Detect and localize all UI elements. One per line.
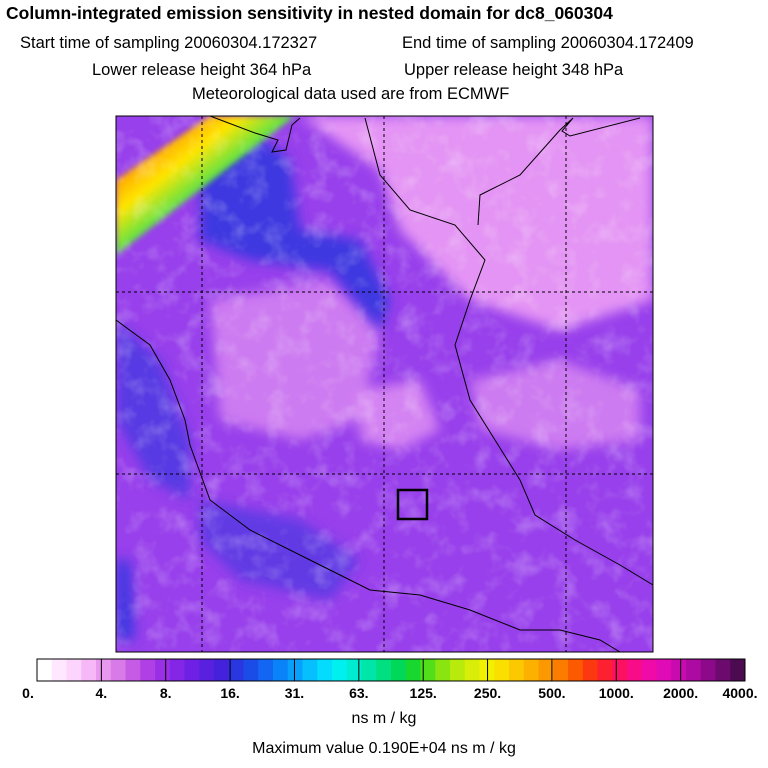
colorbar-swatch [582, 659, 598, 681]
colorbar-swatch [376, 659, 392, 681]
colorbar-swatch [110, 659, 126, 681]
colorbar-swatch [464, 659, 480, 681]
colorbar-swatch [612, 659, 628, 681]
colorbar-swatch [391, 659, 407, 681]
colorbar-swatch [317, 659, 333, 681]
colorbar-swatch [435, 659, 451, 681]
colorbar-frame [36, 658, 746, 682]
colorbar-swatch [641, 659, 657, 681]
colorbar-tick-label: 0. [22, 685, 34, 701]
field-layer [116, 116, 653, 652]
lower-release-label: Lower release height 364 hPa [92, 61, 312, 79]
colorbar-tick-label: 4. [95, 685, 108, 701]
colorbar-swatch [730, 659, 746, 681]
colorbar-swatch [199, 659, 215, 681]
colorbar-swatch [553, 659, 569, 681]
colorbar-tick-label: 4000. [722, 685, 758, 701]
colorbar-swatch [479, 659, 495, 681]
colorbar-swatch [332, 659, 348, 681]
colorbar-swatch [273, 659, 289, 681]
colorbar-swatch [51, 659, 67, 681]
border-east [364, 117, 654, 586]
units-label: ns m / kg [351, 710, 417, 727]
lat-lon-grid [116, 116, 653, 652]
colorbar-swatch [538, 659, 554, 681]
colorbar-swatch [715, 659, 731, 681]
colorbar-swatch [686, 659, 702, 681]
colorbar-tick-label: 250. [473, 685, 502, 701]
colorbar-tick-label: 1000. [598, 685, 634, 701]
colorbar-swatch [243, 659, 259, 681]
colorbar-swatch [140, 659, 156, 681]
start-time-label: Start time of sampling 20060304.172327 [20, 34, 318, 52]
colorbar-swatch [405, 659, 421, 681]
colorbar [36, 658, 746, 682]
colorbar-swatch [450, 659, 466, 681]
colorbar-tick-label: 2000. [663, 685, 699, 701]
colorbar-swatch [184, 659, 200, 681]
colorbar-swatch [302, 659, 318, 681]
colorbar-swatch [169, 659, 185, 681]
colorbar-swatch [420, 659, 436, 681]
colorbar-swatch [155, 659, 171, 681]
colorbar-swatch [37, 659, 53, 681]
colorbar-swatch [287, 659, 303, 681]
border-north [209, 115, 301, 153]
colorbar-swatch [523, 659, 539, 681]
colorbar-tick-label: 31. [284, 685, 305, 701]
colorbar-swatch [671, 659, 687, 681]
colorbar-swatch [81, 659, 97, 681]
plot-title: Column-integrated emission sensitivity i… [6, 3, 613, 23]
coastline-south [115, 319, 621, 653]
colorbar-swatch [597, 659, 613, 681]
upper-release-label: Upper release height 348 hPa [404, 61, 624, 79]
plot-frame [115, 115, 654, 653]
release-location-box [396, 488, 429, 521]
colorbar-swatch [258, 659, 274, 681]
met-data-label: Meteorological data used are from ECMWF [192, 85, 510, 103]
colorbar-swatch [568, 659, 584, 681]
colorbar-tick-label: 16. [220, 685, 240, 701]
colorbar-swatch [346, 659, 362, 681]
maximum-value-label: Maximum value 0.190E+04 ns m / kg [252, 740, 516, 757]
colorbar-tick-label: 63. [349, 685, 369, 701]
colorbar-swatch [700, 659, 716, 681]
colorbar-swatch [656, 659, 672, 681]
colorbar-swatch [125, 659, 141, 681]
colorbar-tick-label: 8. [159, 685, 172, 701]
colorbar-tick-label: 500. [538, 685, 566, 701]
colorbar-tick-label: 125. [409, 685, 437, 701]
colorbar-swatch [361, 659, 377, 681]
colorbar-swatch [627, 659, 643, 681]
end-time-label: End time of sampling 20060304.172409 [402, 34, 694, 52]
colorbar-swatch [214, 659, 230, 681]
colorbar-swatch [66, 659, 82, 681]
colorbar-swatch [228, 659, 244, 681]
colorbar-swatch [494, 659, 510, 681]
colorbar-swatch [509, 659, 525, 681]
colorbar-swatch [96, 659, 112, 681]
